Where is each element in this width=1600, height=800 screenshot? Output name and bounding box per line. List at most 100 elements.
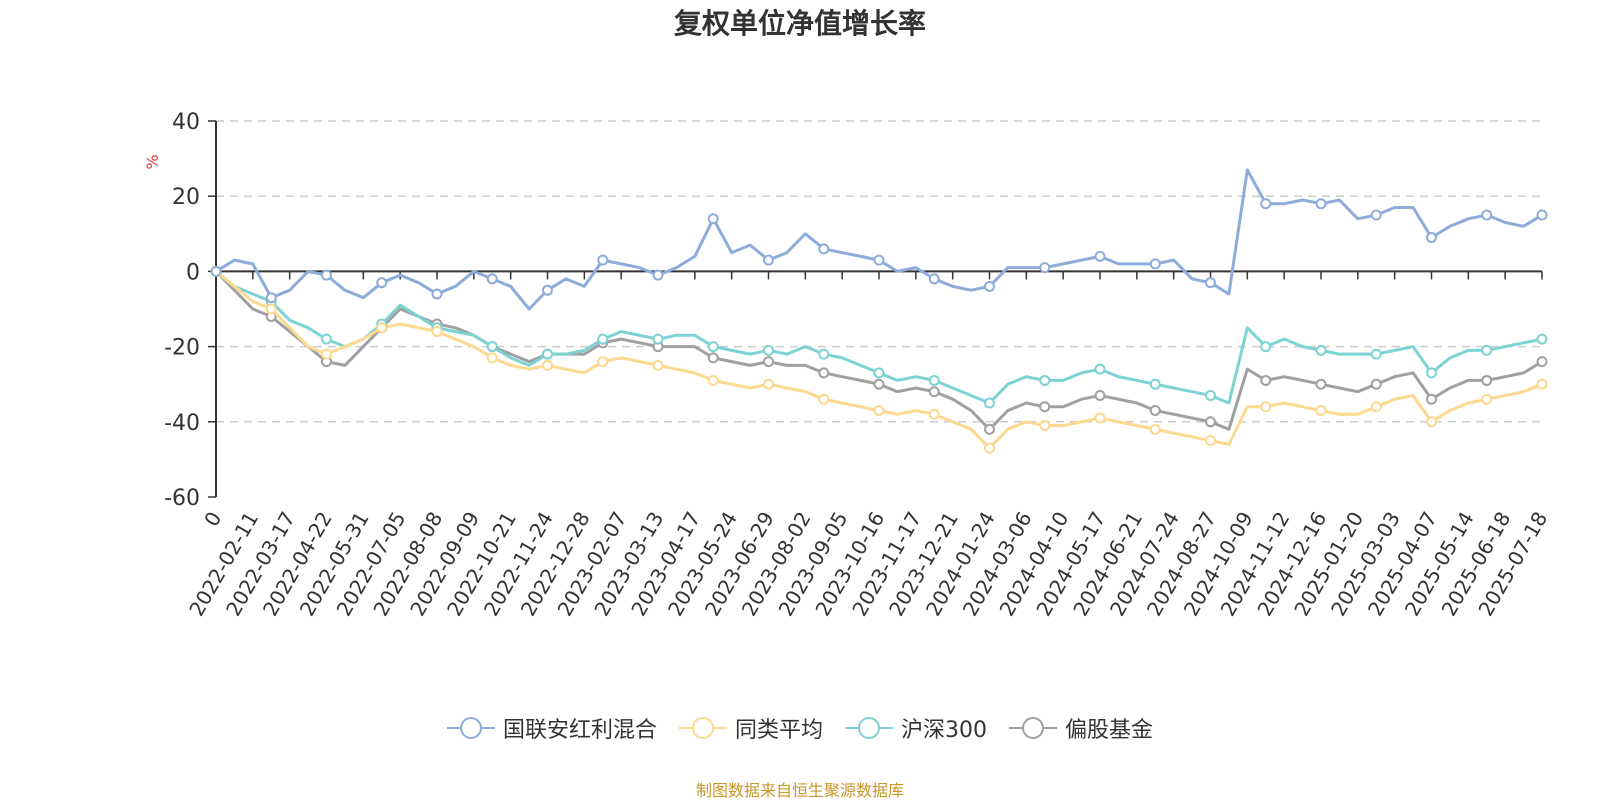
series-1 xyxy=(210,265,1548,454)
data-point xyxy=(1315,378,1327,390)
x-tick-labels: 02022-02-112022-03-172022-04-222022-05-3… xyxy=(184,271,1552,620)
data-point xyxy=(873,378,885,390)
y-axis-label: % xyxy=(143,154,162,169)
data-point xyxy=(1481,344,1493,356)
data-point xyxy=(1370,378,1382,390)
data-point xyxy=(1426,232,1437,244)
legend-marker-icon xyxy=(446,717,495,739)
data-point xyxy=(376,277,388,289)
data-point xyxy=(597,254,609,266)
data-point xyxy=(763,344,774,356)
data-point xyxy=(376,322,388,334)
legend: 国联安红利混合 同类平均 沪深300 偏股基金 xyxy=(0,712,1600,744)
series-layer xyxy=(210,168,1548,454)
series-line xyxy=(215,168,1543,311)
legend-label: 国联安红利混合 xyxy=(502,718,657,743)
series-0 xyxy=(210,168,1548,311)
data-point xyxy=(486,273,498,285)
data-point xyxy=(1481,209,1493,221)
data-point xyxy=(984,280,995,292)
data-point xyxy=(984,442,995,454)
data-point xyxy=(1094,389,1106,401)
data-point xyxy=(763,356,774,368)
data-point xyxy=(542,359,553,371)
data-point xyxy=(928,386,940,398)
data-point xyxy=(1039,401,1051,413)
data-point xyxy=(321,348,332,360)
x-tick-label: 0 xyxy=(199,508,226,531)
data-point xyxy=(707,213,719,225)
data-point xyxy=(873,405,885,417)
data-point xyxy=(818,393,830,405)
data-point xyxy=(1205,277,1216,289)
data-point xyxy=(1260,374,1272,386)
legend-marker-icon xyxy=(678,717,727,739)
data-point xyxy=(707,352,719,364)
grid-lines xyxy=(216,120,1542,423)
data-point xyxy=(542,348,553,360)
axes xyxy=(215,121,1542,497)
data-point xyxy=(321,333,332,345)
data-point xyxy=(984,397,995,409)
data-point xyxy=(652,333,664,345)
data-point xyxy=(707,341,719,353)
data-point xyxy=(1481,393,1493,405)
data-point xyxy=(818,243,830,255)
legend-item-1[interactable]: 同类平均 xyxy=(678,712,823,744)
data-point xyxy=(763,378,774,390)
data-point xyxy=(1426,393,1437,405)
source-note: 制图数据来自恒生聚源数据库 xyxy=(695,781,904,800)
data-point xyxy=(928,408,940,420)
data-point xyxy=(1039,374,1051,386)
y-tick-labels: 40 20 0 -20 -40 -60 xyxy=(164,110,216,511)
data-point xyxy=(265,303,277,315)
data-point xyxy=(486,352,498,364)
data-point xyxy=(763,254,774,266)
data-point xyxy=(873,367,885,379)
data-point xyxy=(1426,367,1437,379)
data-point xyxy=(1094,250,1106,262)
legend-item-3[interactable]: 偏股基金 xyxy=(1009,712,1153,744)
legend-item-2[interactable]: 沪深300 xyxy=(845,712,987,744)
data-point xyxy=(1315,344,1327,356)
data-point xyxy=(928,374,940,386)
data-point xyxy=(542,284,553,296)
data-point xyxy=(1370,401,1382,413)
data-point xyxy=(1205,389,1216,401)
data-point xyxy=(597,333,609,345)
legend-marker-icon xyxy=(845,717,893,739)
data-point xyxy=(652,359,664,371)
data-point xyxy=(210,265,222,277)
data-point xyxy=(1481,374,1493,386)
data-point xyxy=(1315,198,1327,210)
legend-label: 偏股基金 xyxy=(1065,718,1154,743)
data-point xyxy=(431,288,443,300)
data-point xyxy=(1149,258,1161,270)
data-point xyxy=(818,348,830,360)
data-point xyxy=(1260,341,1272,353)
data-point xyxy=(486,341,498,353)
data-point xyxy=(1094,412,1106,424)
legend-marker-icon xyxy=(1009,717,1057,739)
legend-item-0[interactable]: 国联安红利混合 xyxy=(446,712,657,744)
y-tick-label: -40 xyxy=(164,411,200,436)
data-point xyxy=(1094,363,1106,375)
y-tick-label: 20 xyxy=(172,185,200,210)
data-point xyxy=(1205,435,1216,447)
data-point xyxy=(1536,378,1548,390)
data-point xyxy=(1260,198,1272,210)
data-point xyxy=(321,269,332,281)
data-point xyxy=(265,292,277,304)
y-tick-label: -20 xyxy=(164,336,200,361)
data-point xyxy=(1149,378,1161,390)
data-point xyxy=(1536,356,1548,368)
legend-label: 沪深300 xyxy=(901,718,987,743)
data-point xyxy=(928,273,940,285)
y-tick-label: -60 xyxy=(164,486,200,511)
data-point xyxy=(1536,333,1548,345)
data-point xyxy=(1426,416,1437,428)
data-point xyxy=(1205,416,1216,428)
data-point xyxy=(873,254,885,266)
data-point xyxy=(1149,405,1161,417)
